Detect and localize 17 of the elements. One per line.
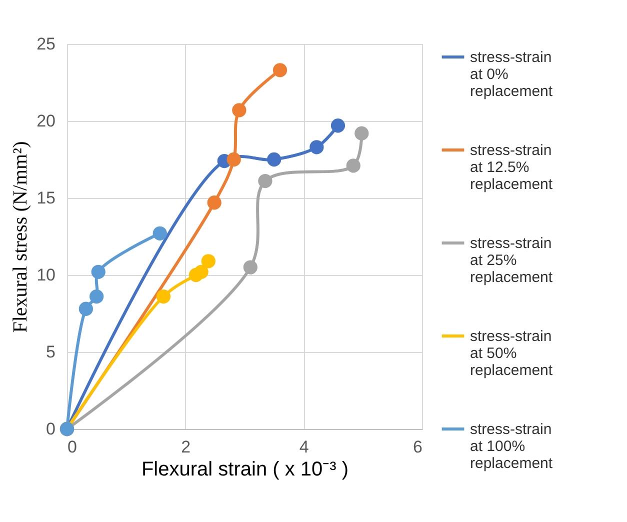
legend-label: stress-strain at 100% replacement: [470, 421, 554, 472]
y-tick-label: 0: [46, 420, 56, 438]
legend-label: stress-strain at 25% replacement: [470, 235, 554, 286]
legend-label: stress-strain at 50% replacement: [470, 328, 554, 379]
legend-label: stress-strain at 12.5% replacement: [470, 142, 554, 193]
y-tick-label: 15: [36, 188, 56, 208]
x-tick-label: 6: [413, 438, 422, 456]
x-tick-label: 2: [181, 438, 191, 456]
y-axis-title: Flexural stress (N/mm²): [10, 141, 32, 333]
x-axis-title: Flexural strain ( x 10⁻³ ): [141, 458, 349, 480]
y-tick-label: 5: [46, 342, 56, 362]
y-tick-label: 20: [36, 112, 56, 130]
y-tick-label: 25: [36, 34, 56, 54]
legend-label: stress-strain at 0% replacement: [470, 49, 554, 100]
x-tick-label: 0: [68, 438, 77, 456]
x-tick-label: 4: [299, 438, 309, 456]
y-tick-label: 10: [36, 266, 56, 284]
